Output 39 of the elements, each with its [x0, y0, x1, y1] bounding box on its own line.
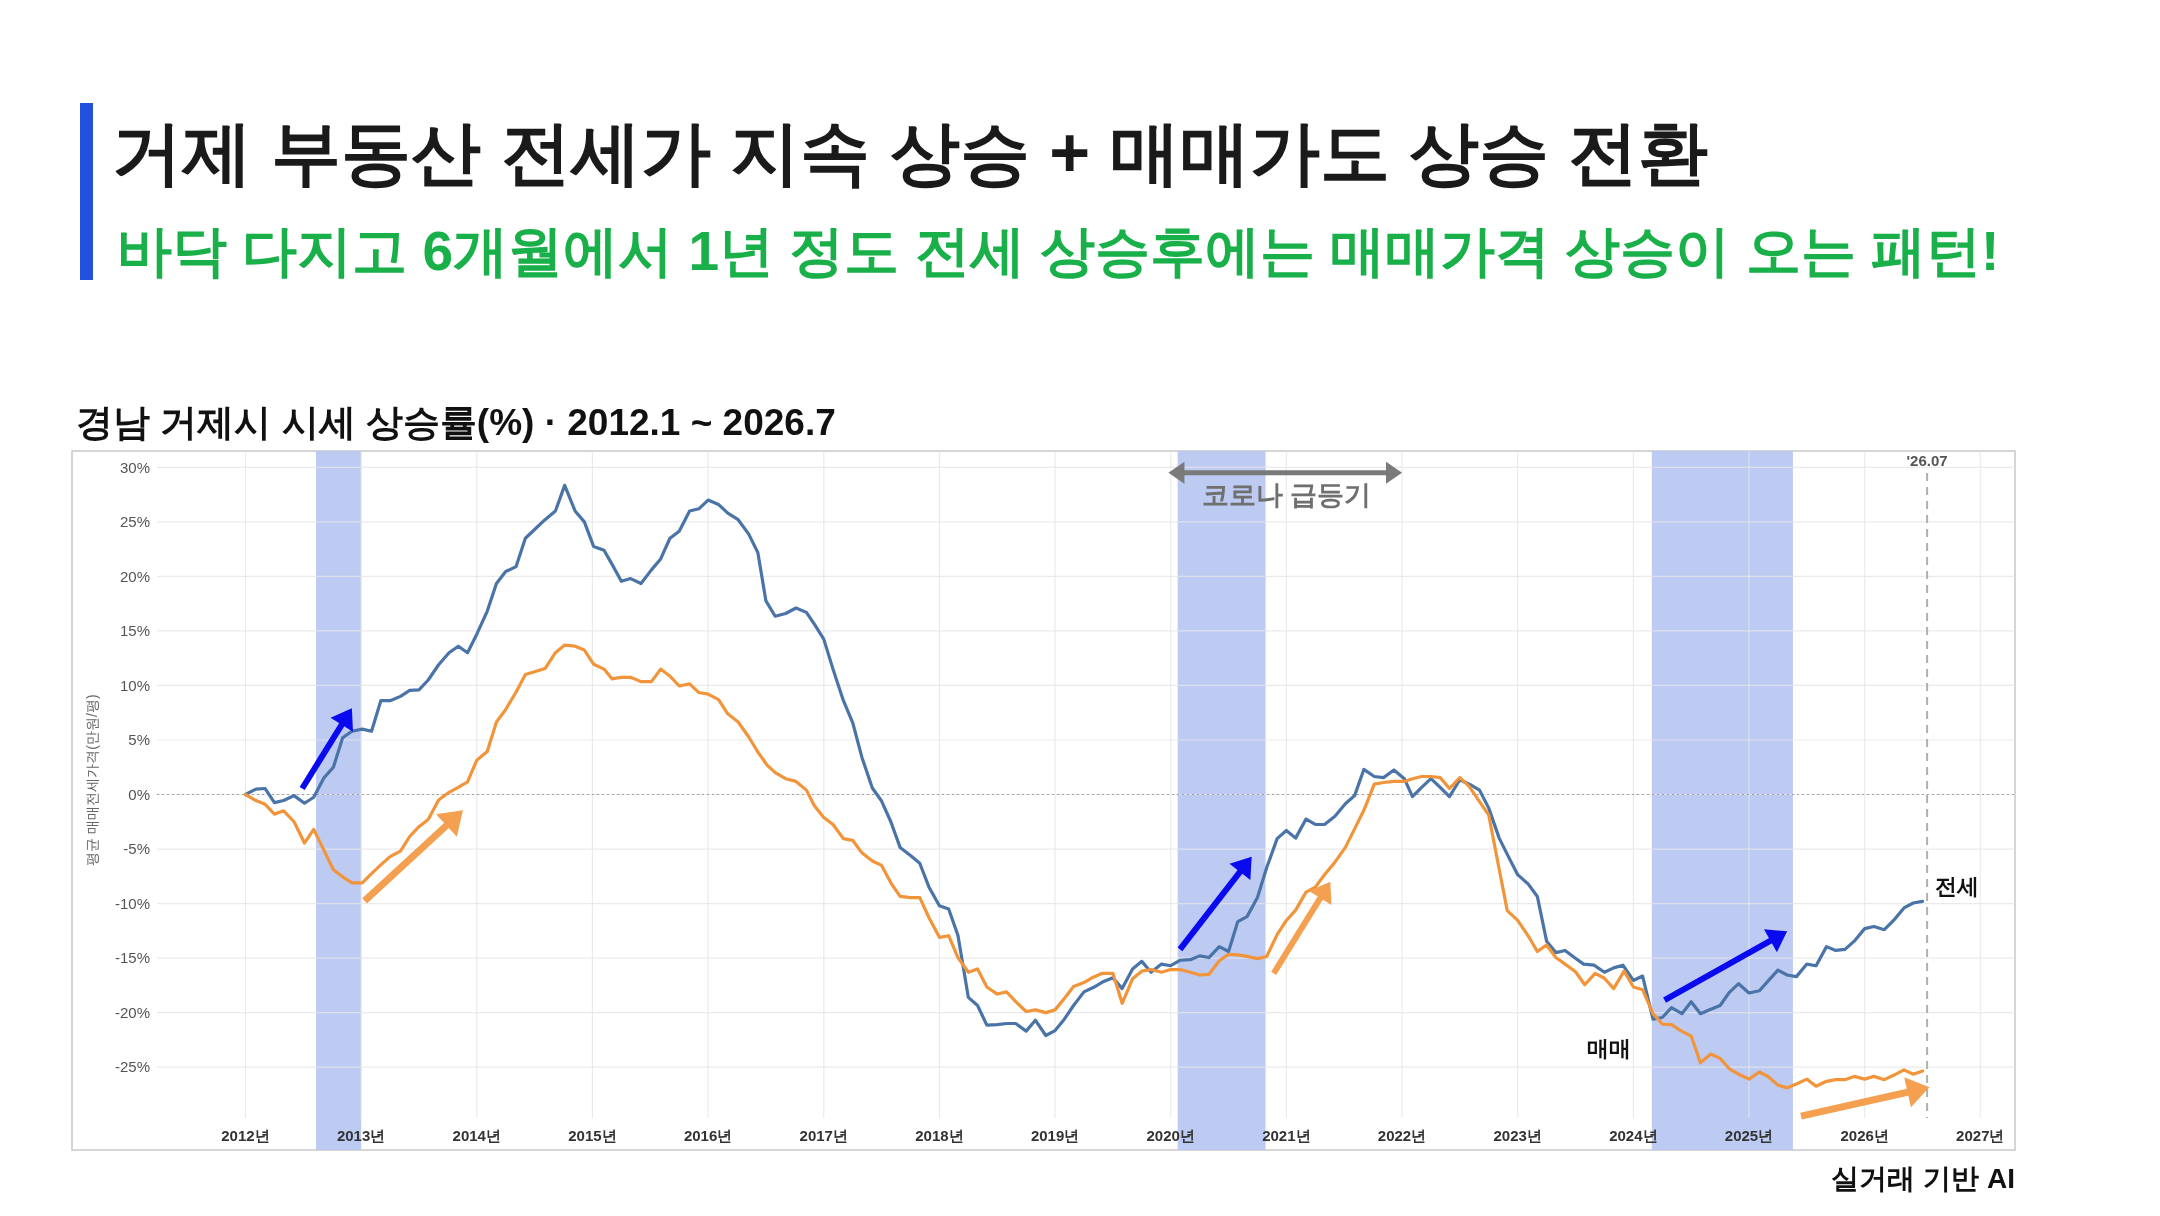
x-tick-label: 2019년	[1030, 1127, 1080, 1144]
chart-title: 거제 부동산 전세가 지속 상승 + 매매가도 상승 전환	[112, 114, 1709, 192]
annotation: '26.07	[1906, 452, 1948, 469]
text: 실거래 기반 AI	[1831, 1163, 2015, 1194]
annotation: 코로나 급등기	[1201, 480, 1372, 511]
x-tick-label: 2026년	[1840, 1127, 1889, 1144]
y-tick-label: 0%	[128, 785, 150, 803]
x-tick-label: 2023년	[1493, 1127, 1542, 1144]
y-tick-label: -20%	[114, 1003, 150, 1021]
x-tick-label: 2024년	[1609, 1127, 1658, 1144]
line-series	[243, 483, 1925, 1038]
series-label: 전세	[1935, 873, 1980, 899]
x-tick-label: 2022년	[1377, 1127, 1427, 1144]
x-tick-label: 2015년	[568, 1127, 617, 1144]
y-tick-label: -25%	[114, 1058, 150, 1076]
chart-subtitle: 바닥 다지고 6개월에서 1년 정도 전세 상승후에는 매매가격 상승이 오는 패턴!	[117, 220, 2000, 282]
x-tick-label: 2025년	[1724, 1127, 1774, 1144]
y-tick-label: 25%	[119, 513, 150, 531]
y-tick-label: -10%	[114, 894, 150, 912]
x-tick-label: 2018년	[915, 1127, 964, 1144]
y-tick-label: 15%	[119, 622, 150, 640]
x-tick-label: 2020년	[1146, 1127, 1195, 1144]
y-tick-label: 20%	[119, 567, 150, 585]
x-tick-label: 2014년	[452, 1127, 501, 1144]
x-tick-label: 2013년	[336, 1127, 386, 1144]
y-tick-label: -15%	[114, 949, 150, 967]
y-tick-label: -5%	[123, 840, 150, 858]
y-axis-title: 평균 매매전세가격(만원/평)	[84, 694, 100, 866]
line-series	[243, 643, 1925, 1090]
y-tick-label: 30%	[119, 458, 150, 476]
y-tick-label: 10%	[119, 676, 150, 694]
x-tick-label: 2016년	[683, 1127, 733, 1144]
text: 경남 거제시 시세 상승률(%) · 2012.1 ~ 2026.7	[76, 402, 836, 443]
x-tick-label: 2012년	[221, 1127, 270, 1144]
x-tick-label: 2017년	[799, 1127, 848, 1144]
x-tick-label: 2027년	[1956, 1127, 2005, 1144]
y-tick-label: 5%	[128, 731, 150, 749]
x-tick-label: 2021년	[1262, 1127, 1311, 1144]
series-label: 매매	[1587, 1036, 1632, 1062]
